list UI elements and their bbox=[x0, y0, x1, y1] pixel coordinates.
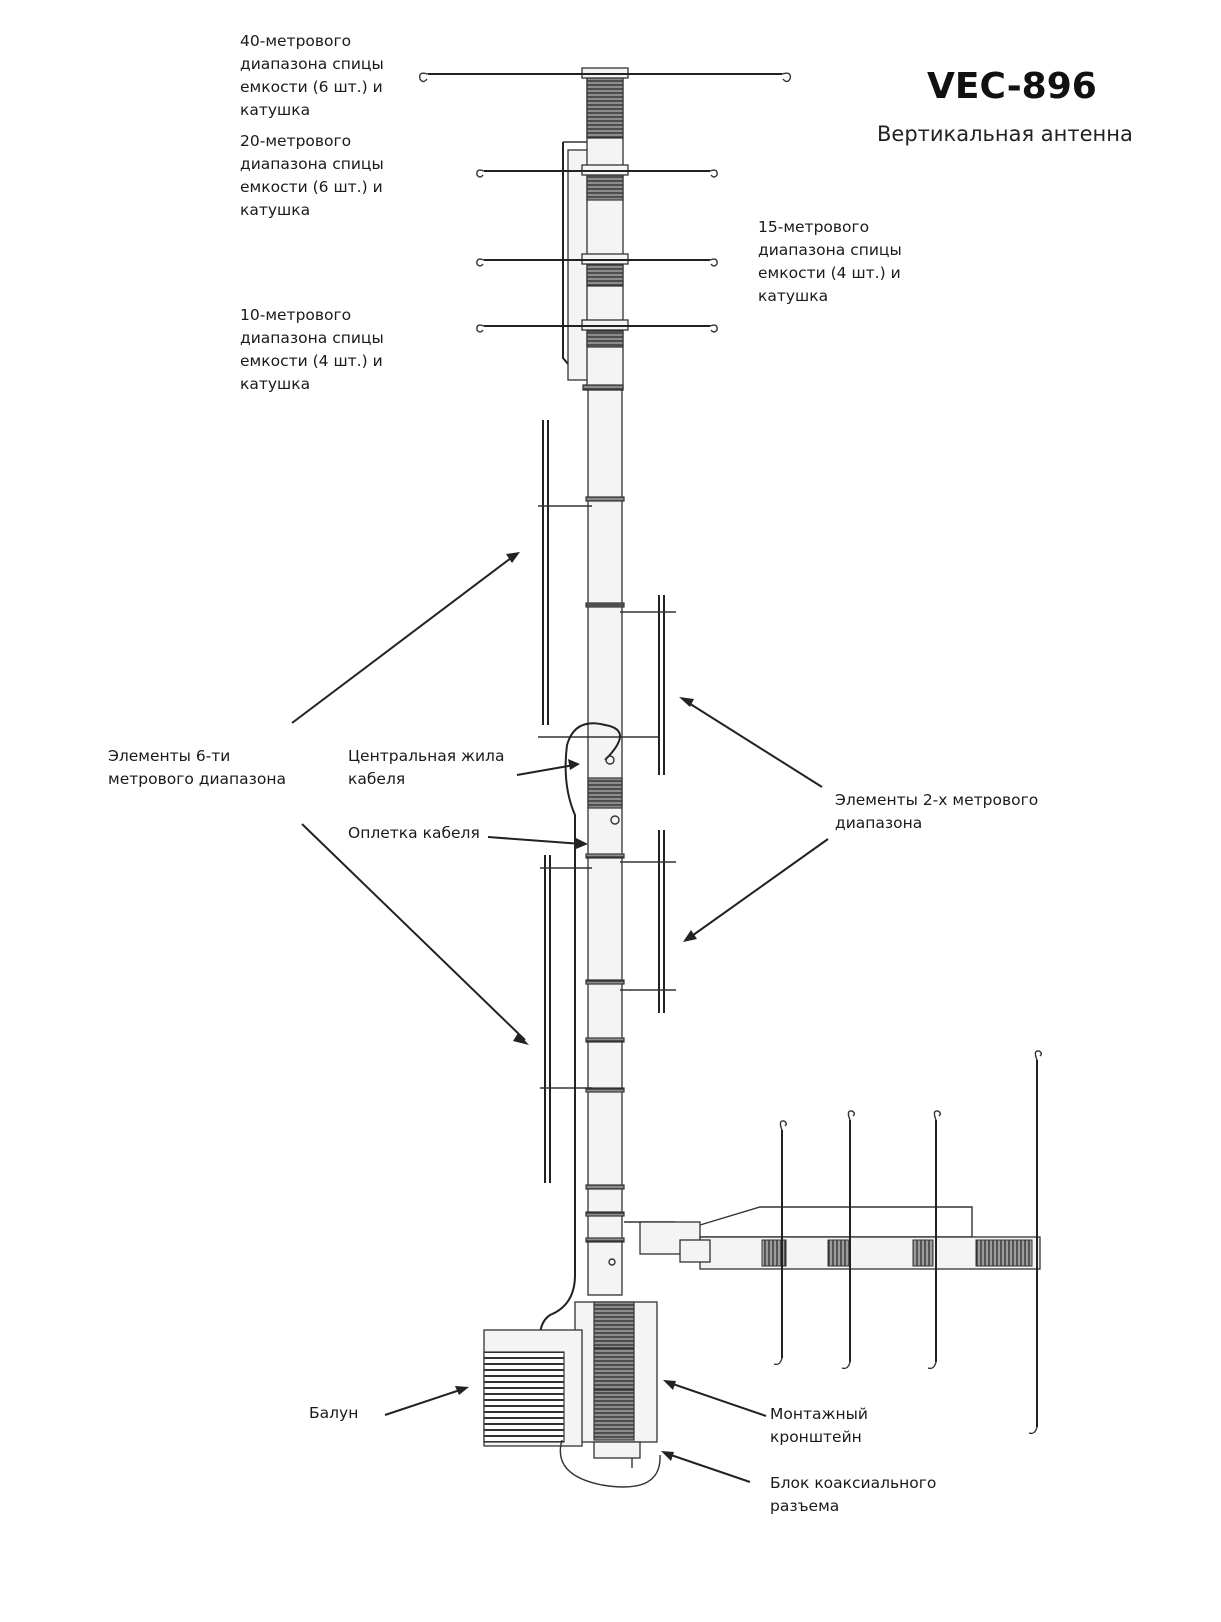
main-mast bbox=[585, 389, 625, 1296]
label-elements-6m: Элементы 6-ти метрового диапазона bbox=[108, 747, 287, 788]
feed-section bbox=[587, 777, 623, 809]
main-tube bbox=[587, 389, 623, 1296]
elements-2m bbox=[620, 595, 676, 1013]
elements-6m bbox=[538, 420, 660, 1183]
label-elements-2m: Элементы 2-х метрового диапазона bbox=[835, 791, 1039, 832]
bottom-assembly bbox=[483, 1301, 661, 1488]
label-center-conductor: Центральная жила кабеля bbox=[348, 747, 505, 788]
label-cable-braid: Оплетка кабеля bbox=[348, 824, 480, 842]
diagram-subtitle: Вертикальная антенна bbox=[877, 122, 1133, 146]
hat-40m bbox=[418, 67, 792, 83]
label-band-40m: 40-метрового диапазона спицы емкости (6 … bbox=[240, 32, 384, 119]
callout-arrows bbox=[291, 552, 829, 1483]
coax-block-shape bbox=[593, 1441, 641, 1459]
diagram-title: VEC-896 bbox=[927, 66, 1097, 107]
hat-20m bbox=[476, 164, 718, 178]
horizontal-boom bbox=[624, 1050, 1042, 1435]
label-balun: Балун bbox=[309, 1404, 359, 1422]
hat-15m bbox=[476, 253, 718, 267]
label-band-10m: 10-метрового диапазона спицы емкости (4 … bbox=[240, 306, 384, 393]
label-coax-block: Блок коаксиального разъема bbox=[770, 1474, 937, 1515]
coil-15m bbox=[586, 263, 624, 287]
label-mount-bracket: Монтажный кронштейн bbox=[770, 1405, 868, 1446]
coil-40m bbox=[586, 77, 624, 139]
label-band-15m: 15-метрового диапазона спицы емкости (4 … bbox=[758, 218, 902, 305]
coil-20m bbox=[586, 174, 624, 201]
coil-10m bbox=[586, 330, 624, 348]
feed-cable bbox=[538, 722, 621, 1346]
hat-10m bbox=[476, 319, 718, 333]
upper-mast bbox=[418, 67, 792, 391]
label-band-20m: 20-метрового диапазона спицы емкости (6 … bbox=[240, 132, 384, 219]
upper-clamp bbox=[582, 384, 624, 391]
